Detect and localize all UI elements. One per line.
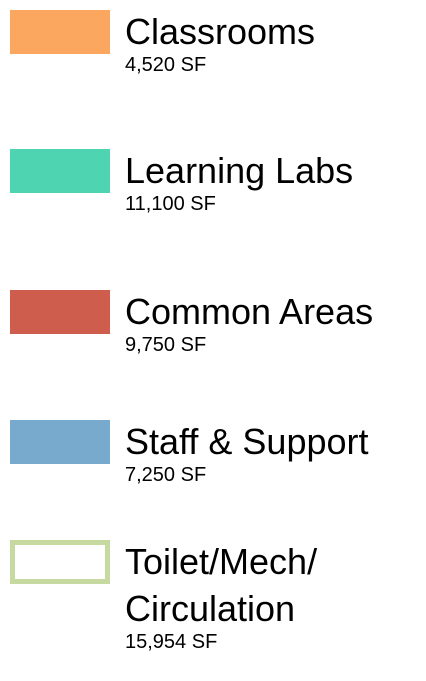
item-area: 4,520 SF: [125, 54, 207, 76]
legend-text: Common Areas 9,750 SF: [125, 288, 373, 357]
item-label: Learning Labs: [125, 150, 354, 191]
swatch: [10, 540, 110, 584]
legend-text: Toilet/Mech/ Circulation 15,954 SF: [125, 538, 317, 654]
item-area: 11,100 SF: [125, 193, 216, 215]
item-area: 7,250 SF: [125, 464, 207, 486]
swatch: [10, 10, 110, 54]
legend-text: Classrooms 4,520 SF: [125, 8, 315, 77]
item-label: Toilet/Mech/ Circulation: [125, 541, 318, 629]
item-area: 15,954 SF: [125, 631, 218, 653]
item-label: Classrooms: [125, 11, 316, 52]
item-area: 9,750 SF: [125, 334, 207, 356]
item-label: Common Areas: [125, 291, 374, 332]
swatch: [10, 290, 110, 334]
swatch: [10, 149, 110, 193]
legend-text: Learning Labs 11,100 SF: [125, 147, 353, 216]
swatch: [10, 420, 110, 464]
legend-text: Staff & Support 7,250 SF: [125, 418, 369, 487]
item-label: Staff & Support: [125, 421, 369, 462]
